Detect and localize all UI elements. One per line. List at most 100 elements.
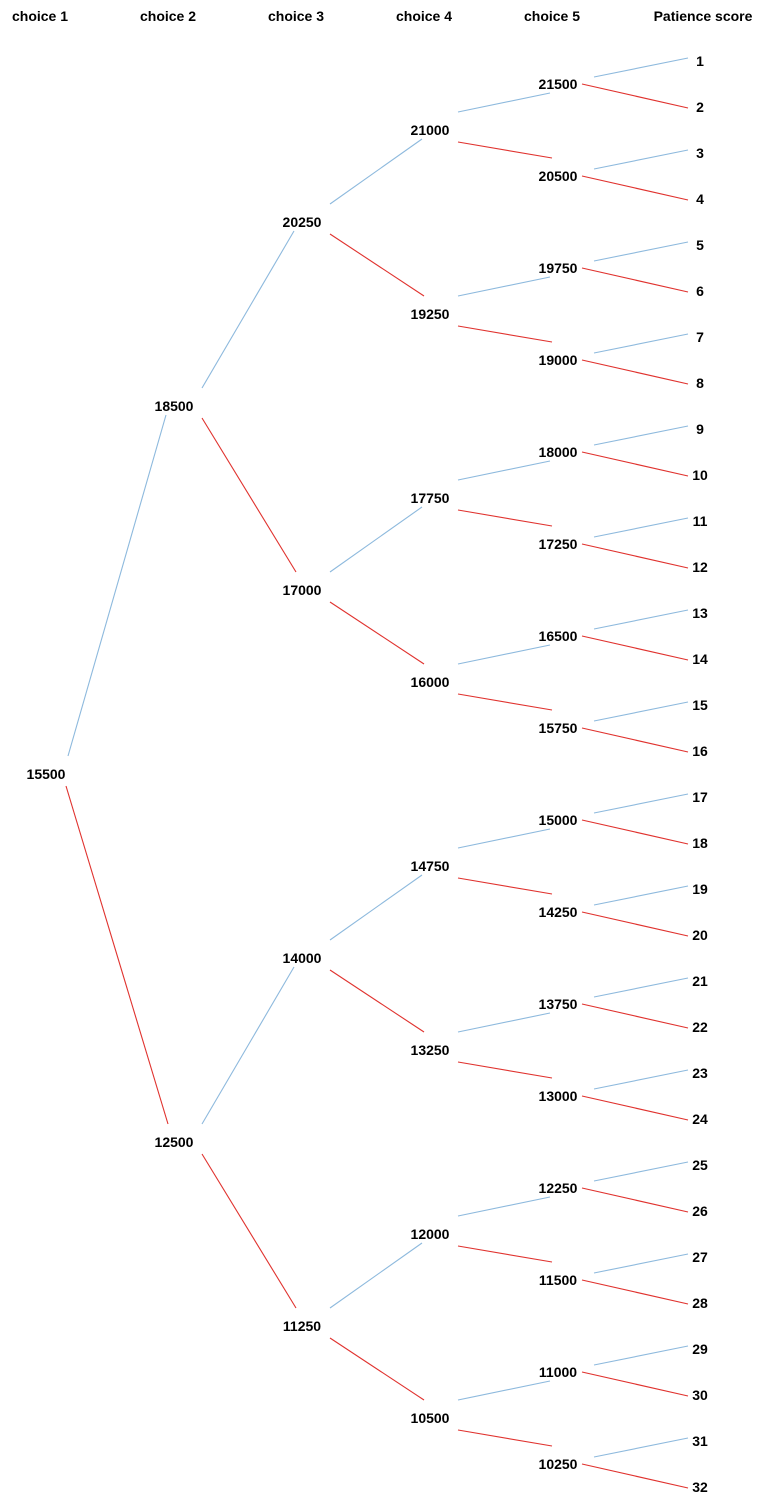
choice2-node: 18500 — [155, 398, 194, 414]
upper-branch-edge — [457, 1380, 551, 1401]
choice5-node: 11000 — [539, 1364, 577, 1380]
lower-branch-edge — [457, 693, 553, 711]
choice4-node: 12000 — [411, 1226, 450, 1242]
patience-score-label: 12 — [692, 559, 708, 575]
patience-score-label: 19 — [692, 881, 708, 897]
lower-branch-edge — [329, 1337, 425, 1401]
choice5-node: 19000 — [539, 352, 578, 368]
tree-edges — [65, 57, 689, 1489]
patience-score-label: 31 — [692, 1433, 708, 1449]
patience-score-label: 10 — [692, 467, 708, 483]
patience-score-label: 21 — [692, 973, 708, 989]
upper-branch-edge — [593, 793, 689, 814]
patience-score-label: 27 — [692, 1249, 708, 1265]
lower-branch-edge — [581, 1279, 689, 1305]
patience-score-label: 8 — [696, 375, 704, 391]
choice5-node: 12250 — [539, 1180, 578, 1196]
patience-score-label: 11 — [693, 513, 708, 529]
patience-score-label: 24 — [692, 1111, 708, 1127]
lower-branch-edge — [329, 969, 425, 1033]
column-header-3: choice 3 — [268, 8, 324, 24]
patience-score-label: 30 — [692, 1387, 708, 1403]
upper-branch-edge — [593, 1345, 689, 1366]
choice3-node: 11250 — [283, 1318, 321, 1334]
patience-score-label: 5 — [696, 237, 704, 253]
patience-scores: 1234567891011121314151617181920212223242… — [692, 53, 708, 1495]
column-header-5: choice 5 — [524, 8, 580, 24]
lower-branch-edge — [201, 417, 297, 573]
choice2-node: 12500 — [155, 1134, 194, 1150]
upper-branch-edge — [593, 977, 689, 998]
patience-score-label: 7 — [696, 329, 704, 345]
patience-score-label: 23 — [692, 1065, 708, 1081]
upper-branch-edge — [593, 425, 689, 446]
upper-branch-edge — [457, 1012, 551, 1033]
lower-branch-edge — [457, 509, 553, 527]
upper-branch-edge — [593, 1437, 689, 1458]
lower-branch-edge — [457, 1245, 553, 1263]
choice4-node: 16000 — [411, 674, 450, 690]
patience-score-label: 22 — [692, 1019, 708, 1035]
choice5-node: 21500 — [539, 76, 578, 92]
column-header-2: choice 2 — [140, 8, 196, 24]
choice4-node: 14750 — [411, 858, 450, 874]
choice5-node: 17250 — [539, 536, 578, 552]
lower-branch-edge — [581, 1187, 689, 1213]
choice5-node: 13000 — [539, 1088, 578, 1104]
lower-branch-edge — [581, 175, 689, 201]
patience-score-label: 13 — [692, 605, 708, 621]
lower-branch-edge — [581, 727, 689, 753]
choice3-node: 20250 — [283, 214, 322, 230]
upper-branch-edge — [593, 1161, 689, 1182]
lower-branch-edge — [581, 635, 689, 661]
patience-score-label: 15 — [692, 697, 708, 713]
upper-branch-edge — [329, 138, 423, 205]
upper-branch-edge — [201, 230, 295, 389]
upper-branch-edge — [593, 517, 689, 538]
upper-branch-edge — [593, 609, 689, 630]
lower-branch-edge — [581, 543, 689, 569]
upper-branch-edge — [457, 460, 551, 481]
patience-score-label: 3 — [696, 145, 704, 161]
column-headers: choice 1 choice 2 choice 3 choice 4 choice 5… — [12, 8, 753, 24]
lower-branch-edge — [329, 601, 425, 665]
patience-score-label: 16 — [692, 743, 708, 759]
lower-branch-edge — [581, 359, 689, 385]
upper-branch-edge — [593, 149, 689, 170]
lower-branch-edge — [581, 1463, 689, 1489]
lower-branch-edge — [457, 325, 553, 343]
patience-score-label: 29 — [692, 1341, 708, 1357]
choice5-node: 10250 — [539, 1456, 578, 1472]
lower-branch-edge — [581, 83, 689, 109]
lower-branch-edge — [581, 1003, 689, 1029]
choice5-node: 19750 — [539, 260, 578, 276]
lower-branch-edge — [581, 819, 689, 845]
choice5-node: 16500 — [539, 628, 578, 644]
upper-branch-edge — [329, 1242, 423, 1309]
column-header-6: Patience score — [654, 8, 753, 24]
choice5-node: 11500 — [539, 1272, 577, 1288]
lower-branch-edge — [581, 267, 689, 293]
patience-score-label: 26 — [692, 1203, 708, 1219]
upper-branch-edge — [593, 885, 689, 906]
choice5-node: 15750 — [539, 720, 578, 736]
patience-score-label: 9 — [696, 421, 704, 437]
lower-branch-edge — [581, 1371, 689, 1397]
lower-branch-edge — [581, 911, 689, 937]
upper-branch-edge — [329, 506, 423, 573]
lower-branch-edge — [581, 451, 689, 477]
choice1-node: 15500 — [27, 766, 66, 782]
choice5-node: 14250 — [539, 904, 578, 920]
upper-branch-edge — [457, 92, 551, 113]
upper-branch-edge — [457, 276, 551, 297]
upper-branch-edge — [457, 644, 551, 665]
upper-branch-edge — [593, 1069, 689, 1090]
lower-branch-edge — [457, 141, 553, 159]
patience-score-label: 28 — [692, 1295, 708, 1311]
upper-branch-edge — [457, 1196, 551, 1217]
choice3-node: 17000 — [283, 582, 322, 598]
patience-score-label: 1 — [696, 53, 704, 69]
patience-score-label: 14 — [692, 651, 708, 667]
lower-branch-edge — [581, 1095, 689, 1121]
patience-score-label: 2 — [696, 99, 704, 115]
